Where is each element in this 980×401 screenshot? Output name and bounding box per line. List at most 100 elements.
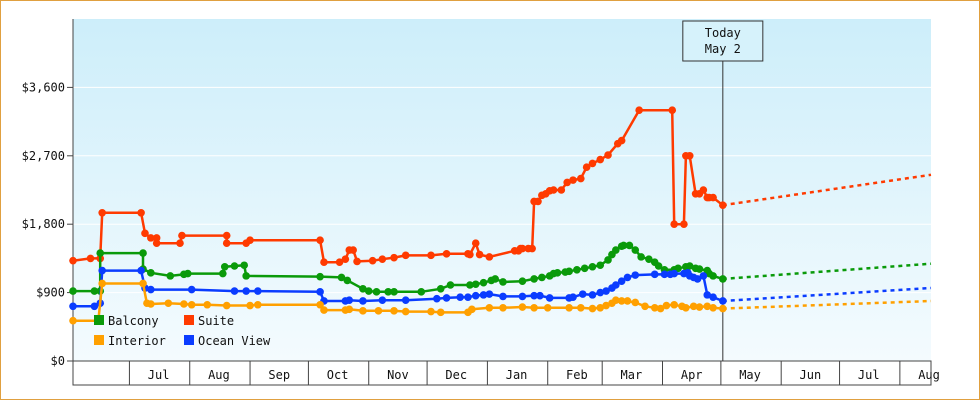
interior-point bbox=[530, 304, 538, 312]
suite-point bbox=[152, 234, 161, 242]
legend[interactable]: Balcony Suite Interior Ocean View bbox=[94, 314, 271, 348]
y-tick-label: $1,800 bbox=[22, 217, 65, 231]
balcony-point bbox=[612, 246, 620, 254]
legend-swatch bbox=[184, 335, 194, 345]
suite-point bbox=[98, 209, 106, 217]
oceanview-point bbox=[378, 296, 387, 305]
suite-point bbox=[427, 251, 435, 260]
balcony-point bbox=[390, 288, 398, 296]
x-tick-label: Sep bbox=[268, 368, 290, 382]
today-callout-box bbox=[682, 20, 764, 62]
oceanview-point bbox=[230, 287, 239, 295]
balcony-point bbox=[619, 241, 628, 250]
suite-point bbox=[563, 178, 571, 187]
suite-point bbox=[335, 258, 344, 267]
interior-point bbox=[596, 304, 605, 312]
balcony-point bbox=[604, 256, 612, 264]
oceanview-projection-line bbox=[722, 286, 932, 303]
today-label: Today bbox=[705, 26, 741, 40]
oceanview-point bbox=[442, 294, 451, 302]
y-tick-label: $900 bbox=[36, 286, 65, 300]
suite-point bbox=[222, 231, 231, 240]
oceanview-point bbox=[709, 293, 717, 301]
balcony-point bbox=[538, 273, 546, 282]
legend-item-balcony[interactable]: Balcony bbox=[94, 314, 159, 328]
suite-point bbox=[401, 251, 410, 260]
oceanview-point bbox=[98, 266, 106, 275]
suite-point bbox=[518, 244, 527, 253]
oceanview-point bbox=[359, 297, 367, 305]
x-tick-label: Dec bbox=[445, 368, 467, 382]
interior-point bbox=[617, 297, 626, 305]
balcony-point bbox=[240, 261, 249, 270]
suite-point bbox=[178, 231, 186, 240]
balcony-point bbox=[359, 285, 367, 293]
x-tick-label: Oct bbox=[327, 368, 349, 382]
series-suite bbox=[69, 106, 932, 267]
oceanview-point bbox=[242, 287, 250, 295]
balcony-point bbox=[230, 262, 239, 270]
x-tick-label: May bbox=[739, 368, 761, 382]
balcony-point bbox=[96, 249, 105, 257]
oceanview-point bbox=[433, 294, 441, 303]
interior-point bbox=[374, 307, 383, 315]
balcony-point bbox=[596, 261, 605, 270]
oceanview-point bbox=[401, 296, 410, 305]
balcony-point bbox=[166, 272, 175, 280]
oceanview-point bbox=[650, 270, 659, 279]
interior-point bbox=[69, 316, 77, 325]
balcony-point bbox=[436, 285, 445, 293]
interior-point bbox=[662, 301, 671, 310]
oceanview-point bbox=[588, 291, 597, 299]
suite-point bbox=[368, 256, 377, 265]
balcony-point bbox=[573, 266, 581, 274]
legend-label: Balcony bbox=[108, 314, 159, 328]
suite-point bbox=[576, 174, 585, 183]
oceanview-point bbox=[485, 290, 494, 298]
interior-point bbox=[436, 308, 445, 317]
interior-point bbox=[656, 304, 665, 313]
interior-point bbox=[359, 307, 367, 315]
oceanview-point bbox=[479, 291, 488, 299]
balcony-point bbox=[90, 287, 99, 295]
oceanview-point bbox=[456, 293, 464, 301]
balcony-point bbox=[645, 255, 653, 263]
interior-point bbox=[485, 304, 494, 312]
x-tick-label: Mar bbox=[621, 368, 643, 382]
legend-item-oceanview[interactable]: Ocean View bbox=[184, 334, 271, 348]
oceanview-point bbox=[670, 269, 678, 278]
balcony-point bbox=[446, 281, 455, 289]
suite-point bbox=[86, 254, 95, 263]
oceanview-point bbox=[569, 293, 577, 301]
interior-point bbox=[390, 307, 398, 315]
balcony-point bbox=[139, 249, 147, 257]
suite-point bbox=[670, 220, 678, 228]
balcony-point bbox=[654, 262, 663, 270]
suite-point bbox=[596, 155, 605, 164]
suite-point bbox=[471, 239, 480, 247]
oceanview-point bbox=[499, 292, 507, 301]
x-tick-label: Aug bbox=[918, 368, 940, 382]
suite-point bbox=[316, 236, 324, 244]
oceanview-point bbox=[703, 291, 712, 299]
interior-point bbox=[576, 304, 585, 312]
balcony-point bbox=[183, 269, 192, 278]
interior-point bbox=[203, 300, 212, 309]
balcony-point bbox=[530, 275, 538, 283]
oceanview-point bbox=[602, 287, 610, 295]
oceanview-point bbox=[147, 285, 155, 294]
y-tick-label: $3,600 bbox=[22, 80, 65, 94]
suite-point bbox=[485, 253, 494, 261]
oceanview-point bbox=[187, 285, 196, 294]
oceanview-point bbox=[596, 288, 605, 297]
oceanview-point bbox=[137, 266, 145, 275]
interior-projection-line bbox=[722, 299, 932, 310]
suite-point bbox=[582, 163, 591, 171]
suite-point bbox=[442, 250, 451, 258]
balcony-point bbox=[337, 273, 346, 282]
interior-point bbox=[164, 299, 173, 308]
legend-item-suite[interactable]: Suite bbox=[184, 314, 234, 328]
balcony-point bbox=[695, 265, 704, 273]
balcony-point bbox=[631, 246, 640, 254]
legend-item-interior[interactable]: Interior bbox=[94, 334, 166, 348]
